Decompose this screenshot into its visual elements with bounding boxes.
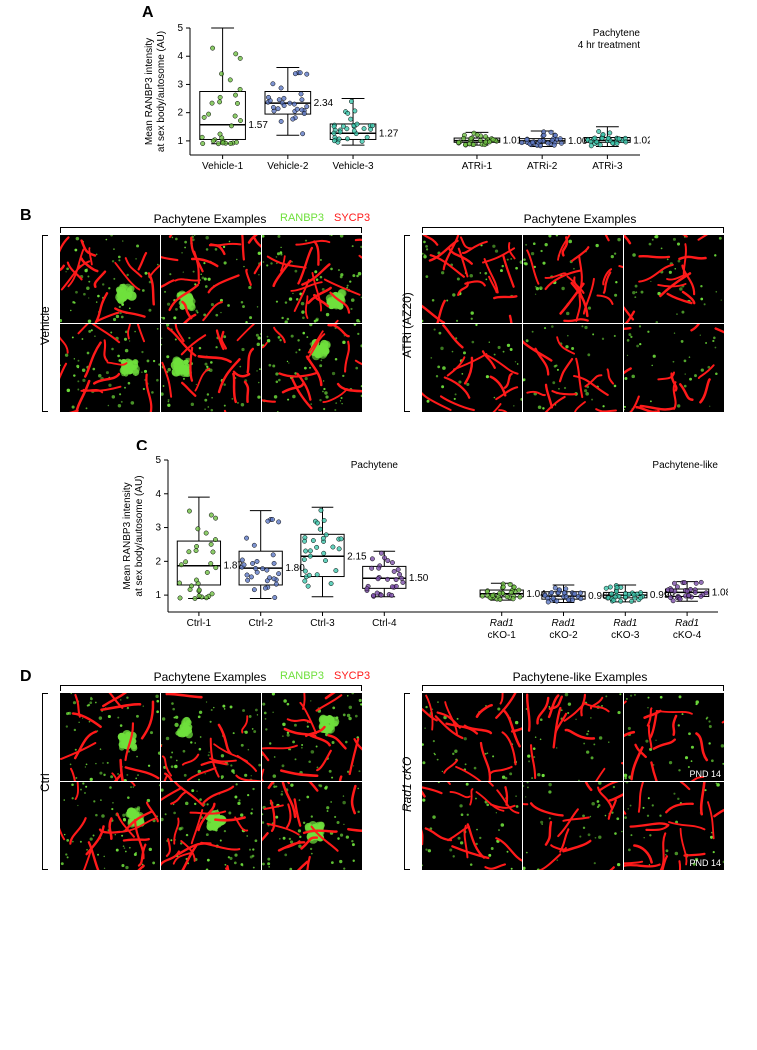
svg-text:Pachytene: Pachytene — [593, 28, 641, 39]
panel-d-label: D — [20, 668, 32, 686]
svg-text:1.08: 1.08 — [712, 587, 728, 598]
panel-b-right-title: Pachytene Examples — [430, 212, 730, 226]
micrograph-cell — [161, 782, 261, 870]
svg-text:Vehicle-2: Vehicle-2 — [267, 161, 309, 172]
svg-text:4 hr treatment: 4 hr treatment — [578, 40, 640, 51]
micrograph-cell — [161, 324, 261, 412]
svg-text:cKO-1: cKO-1 — [488, 630, 517, 641]
panel-d-right-group: Rad1 cKO — [400, 757, 414, 812]
svg-text:3: 3 — [155, 523, 161, 534]
panel-d-right-title: Pachytene-like Examples — [430, 670, 730, 684]
micrograph-cell — [262, 693, 362, 781]
micrograph-cell — [60, 693, 160, 781]
svg-text:1: 1 — [177, 136, 183, 147]
sycp3-label-d: SYCP3 — [334, 670, 370, 682]
svg-text:ATRi-1: ATRi-1 — [462, 161, 493, 172]
micrograph-cell — [422, 324, 522, 412]
micrograph-cell — [624, 235, 724, 323]
svg-text:4: 4 — [155, 489, 161, 500]
corner-label: PND 14 — [689, 769, 721, 779]
svg-text:Ctrl-2: Ctrl-2 — [248, 618, 273, 629]
micrograph-cell — [262, 324, 362, 412]
svg-text:ATRi-3: ATRi-3 — [592, 161, 623, 172]
panel-b-right-group: ATRi (AZ20) — [400, 292, 414, 358]
svg-text:cKO-4: cKO-4 — [673, 630, 702, 641]
svg-text:4: 4 — [177, 51, 183, 62]
micrograph-cell — [60, 782, 160, 870]
svg-text:Ctrl-3: Ctrl-3 — [310, 618, 335, 629]
svg-text:3: 3 — [177, 79, 183, 90]
micrograph-cell — [523, 693, 623, 781]
micrograph-cell — [262, 782, 362, 870]
svg-text:Rad1: Rad1 — [552, 618, 576, 629]
micrograph-cell — [161, 693, 261, 781]
svg-text:at sex body/autosome (AU): at sex body/autosome (AU) — [134, 475, 145, 596]
panel-b-label: B — [20, 207, 32, 225]
corner-label: PND 14 — [689, 858, 721, 868]
svg-text:2: 2 — [177, 108, 183, 119]
svg-text:1: 1 — [155, 590, 161, 601]
micro-grid-b-left — [60, 235, 362, 412]
svg-text:at sex body/autosome (AU): at sex body/autosome (AU) — [156, 31, 167, 152]
panel-b-left-group: Vehicle — [38, 306, 52, 345]
svg-text:Rad1: Rad1 — [675, 618, 699, 629]
micro-grid-d-right: PND 14 PND 14 — [422, 693, 724, 870]
svg-text:Rad1: Rad1 — [613, 618, 637, 629]
bracket-d-right — [422, 685, 724, 691]
svg-text:Vehicle-1: Vehicle-1 — [202, 161, 244, 172]
svg-text:2.34: 2.34 — [314, 98, 334, 109]
svg-text:5: 5 — [155, 455, 161, 466]
bracket-b-right — [422, 227, 724, 233]
svg-text:2: 2 — [155, 556, 161, 567]
svg-text:cKO-3: cKO-3 — [611, 630, 640, 641]
svg-text:Pachytene-like: Pachytene-like — [652, 460, 718, 471]
svg-text:1.57: 1.57 — [248, 120, 268, 131]
micrograph-cell: PND 14 — [624, 693, 724, 781]
micrograph-cell — [523, 324, 623, 412]
micro-grid-d-left — [60, 693, 362, 870]
svg-text:2.15: 2.15 — [347, 551, 367, 562]
micrograph-cell — [523, 782, 623, 870]
micrograph-cell: PND 14 — [624, 782, 724, 870]
svg-text:1.50: 1.50 — [409, 573, 429, 584]
svg-text:1.27: 1.27 — [379, 128, 399, 139]
micro-grid-b-right — [422, 235, 724, 412]
svg-text:ATRi-2: ATRi-2 — [527, 161, 558, 172]
svg-text:Vehicle-3: Vehicle-3 — [332, 161, 374, 172]
svg-text:Mean RANBP3 intensity: Mean RANBP3 intensity — [122, 482, 133, 589]
sycp3-label-b: SYCP3 — [334, 212, 370, 224]
panel-a-chart: 1 2 3 4 5 Mean RANBP3 intensityat sex body/au… — [130, 18, 650, 193]
micrograph-cell — [422, 235, 522, 323]
svg-text:1.80: 1.80 — [285, 563, 305, 574]
micrograph-cell — [60, 324, 160, 412]
panel-c-chart: 1 2 3 4 5 Mean RANBP3 intensityat sex body/au… — [108, 450, 728, 650]
svg-text:Ctrl-1: Ctrl-1 — [187, 618, 212, 629]
panel-d-left-group: Ctrl — [38, 773, 52, 792]
bracket-d-left — [60, 685, 362, 691]
bracket-b-left — [60, 227, 362, 233]
svg-text:1.02: 1.02 — [633, 135, 650, 146]
micrograph-cell — [262, 235, 362, 323]
svg-text:Rad1: Rad1 — [490, 618, 514, 629]
micrograph-cell — [60, 235, 160, 323]
ranbp3-label-d: RANBP3 — [280, 670, 324, 682]
svg-text:Pachytene: Pachytene — [351, 460, 399, 471]
micrograph-cell — [523, 235, 623, 323]
svg-text:cKO-2: cKO-2 — [549, 630, 578, 641]
ranbp3-label-b: RANBP3 — [280, 212, 324, 224]
micrograph-cell — [624, 324, 724, 412]
micrograph-cell — [161, 235, 261, 323]
micrograph-cell — [422, 782, 522, 870]
svg-text:Ctrl-4: Ctrl-4 — [372, 618, 397, 629]
svg-text:5: 5 — [177, 23, 183, 34]
svg-text:Mean RANBP3 intensity: Mean RANBP3 intensity — [144, 38, 155, 145]
micrograph-cell — [422, 693, 522, 781]
